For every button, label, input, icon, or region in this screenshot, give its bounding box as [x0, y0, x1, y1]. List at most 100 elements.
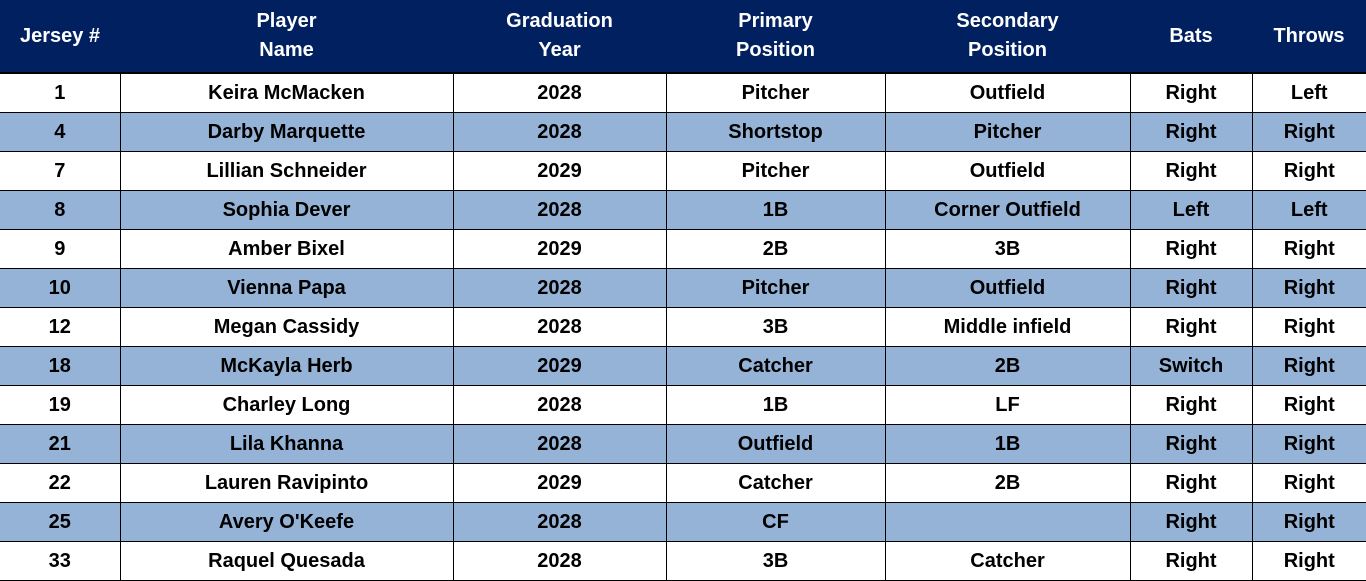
table-cell: Right	[1129, 229, 1253, 269]
table-row: 22 Lauren Ravipinto 2029 Catcher 2B Right Righ…	[0, 463, 1366, 503]
table-cell: Right	[1129, 268, 1253, 308]
column-header: Throws	[1252, 0, 1366, 74]
table-cell: 2028	[452, 72, 667, 113]
table-cell: Megan Cassidy	[119, 307, 454, 347]
table-cell: 2028	[452, 268, 667, 308]
table-cell: 4	[0, 112, 121, 152]
table-cell: Outfield	[884, 151, 1131, 191]
table-cell: Shortstop	[665, 112, 886, 152]
column-header: Secondary Position	[885, 0, 1130, 74]
table-cell: Right	[1129, 502, 1253, 542]
table-cell: Keira McMacken	[119, 72, 454, 113]
table-cell: 2029	[452, 463, 667, 503]
table-cell: Left	[1251, 72, 1366, 113]
header-row: Jersey # Player Name Graduation Year Primar…	[0, 0, 1366, 74]
table-cell: 1B	[665, 190, 886, 230]
table-cell: 33	[0, 541, 121, 581]
column-header: Primary Position	[666, 0, 885, 74]
table-cell: Left	[1251, 190, 1366, 230]
table-cell: Sophia Dever	[119, 190, 454, 230]
table-cell: Right	[1251, 268, 1366, 308]
table-cell: LF	[884, 385, 1131, 425]
table-row: 25 Avery O'Keefe 2028 CF Right Right	[0, 502, 1366, 542]
table-cell: 2028	[452, 502, 667, 542]
table-cell: Right	[1251, 229, 1366, 269]
table-cell: Darby Marquette	[119, 112, 454, 152]
table-cell: 1B	[884, 424, 1131, 464]
table-cell: Catcher	[884, 541, 1131, 581]
table-row: 9 Amber Bixel 2029 2B 3B Right Right	[0, 229, 1366, 269]
table-cell: 22	[0, 463, 121, 503]
table-cell: 2B	[665, 229, 886, 269]
table-cell: 3B	[884, 229, 1131, 269]
table-cell: Right	[1129, 72, 1253, 113]
table-cell: 2B	[884, 463, 1131, 503]
table-cell: Avery O'Keefe	[119, 502, 454, 542]
column-header: Bats	[1130, 0, 1252, 74]
table-cell: 21	[0, 424, 121, 464]
table-row: 10 Vienna Papa 2028 Pitcher Outfield Right Rig…	[0, 268, 1366, 308]
table-cell: 3B	[665, 307, 886, 347]
table-cell: 7	[0, 151, 121, 191]
table-cell: Right	[1129, 463, 1253, 503]
table-row: 1 Keira McMacken 2028 Pitcher Outfield Right L…	[0, 72, 1366, 113]
table-row: 19 Charley Long 2028 1B LF Right Right	[0, 385, 1366, 425]
table-cell: Lila Khanna	[119, 424, 454, 464]
table-cell: Pitcher	[665, 72, 886, 113]
table-cell: Left	[1129, 190, 1253, 230]
table-cell: 1	[0, 72, 121, 113]
table-cell: 2028	[452, 424, 667, 464]
table-cell: Right	[1251, 112, 1366, 152]
table-cell: Right	[1251, 385, 1366, 425]
table-cell: 1B	[665, 385, 886, 425]
table-cell: 8	[0, 190, 121, 230]
table-row: 18 McKayla Herb 2029 Catcher 2B Switch Right	[0, 346, 1366, 386]
table-cell: Catcher	[665, 346, 886, 386]
table-cell: Corner Outfield	[884, 190, 1131, 230]
table-cell: Vienna Papa	[119, 268, 454, 308]
table-cell: 2028	[452, 307, 667, 347]
table-cell: Right	[1251, 424, 1366, 464]
column-header: Jersey #	[0, 0, 120, 74]
table-row: 4 Darby Marquette 2028 Shortstop Pitcher Righ…	[0, 112, 1366, 152]
table-cell: Right	[1251, 307, 1366, 347]
table-cell: Right	[1129, 112, 1253, 152]
table-row: 12 Megan Cassidy 2028 3B Middle infield Right…	[0, 307, 1366, 347]
table-cell: 2028	[452, 190, 667, 230]
table-body: 1 Keira McMacken 2028 Pitcher Outfield Right L…	[0, 72, 1366, 581]
column-header: Graduation Year	[453, 0, 666, 74]
table-cell: Right	[1251, 541, 1366, 581]
table-cell: Pitcher	[665, 268, 886, 308]
table-cell: Raquel Quesada	[119, 541, 454, 581]
table-cell: Right	[1251, 502, 1366, 542]
table-cell: 9	[0, 229, 121, 269]
table-cell: 19	[0, 385, 121, 425]
table-cell: Right	[1129, 151, 1253, 191]
table-cell: Right	[1251, 151, 1366, 191]
table-cell: 2B	[884, 346, 1131, 386]
table-cell: Right	[1129, 385, 1253, 425]
table-cell: 25	[0, 502, 121, 542]
table-cell: Right	[1129, 424, 1253, 464]
table-cell: 2029	[452, 346, 667, 386]
table-cell: CF	[665, 502, 886, 542]
table-cell: Pitcher	[884, 112, 1131, 152]
table-cell: Outfield	[665, 424, 886, 464]
table-cell: Pitcher	[665, 151, 886, 191]
table-cell: Right	[1129, 307, 1253, 347]
table-cell: Switch	[1129, 346, 1253, 386]
table-cell: Amber Bixel	[119, 229, 454, 269]
table-cell: Lauren Ravipinto	[119, 463, 454, 503]
table-cell: Right	[1129, 541, 1253, 581]
table-cell: 3B	[665, 541, 886, 581]
table-cell: 2028	[452, 385, 667, 425]
table-cell: 2029	[452, 229, 667, 269]
table-cell	[884, 502, 1131, 542]
table-header: Jersey # Player Name Graduation Year Primar…	[0, 0, 1366, 74]
table-cell: Right	[1251, 346, 1366, 386]
table-cell: McKayla Herb	[119, 346, 454, 386]
table-row: 7 Lillian Schneider 2029 Pitcher Outfield Rig…	[0, 151, 1366, 191]
table-cell: Lillian Schneider	[119, 151, 454, 191]
table-row: 8 Sophia Dever 2028 1B Corner Outfield Left Le…	[0, 190, 1366, 230]
